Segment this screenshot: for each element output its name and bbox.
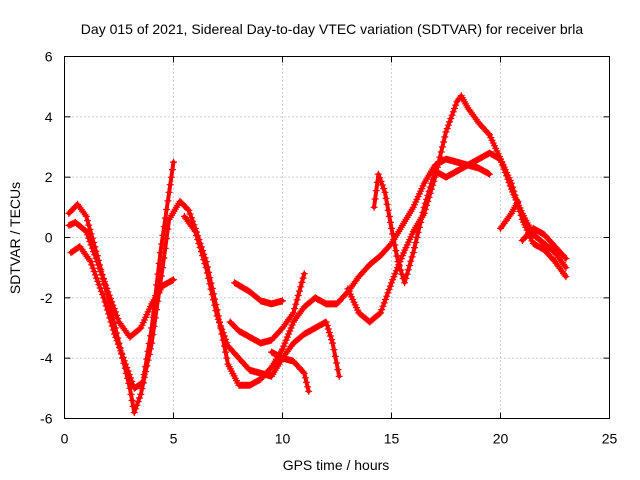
series-track-11 (518, 224, 570, 263)
y-axis-label: SDTVAR / TECUs (7, 182, 23, 294)
series-track-7 (268, 348, 313, 395)
series-track-3 (67, 158, 177, 392)
series-markers (518, 224, 570, 263)
x-tick-label: 5 (170, 431, 178, 447)
series-track-6 (226, 270, 308, 347)
y-tick-label: -6 (40, 411, 53, 427)
x-tick-label: 10 (275, 431, 291, 447)
chart-title: Day 015 of 2021, Sidereal Day-to-day VTE… (81, 21, 584, 37)
y-tick-label: 6 (45, 49, 53, 65)
series-markers (67, 158, 177, 392)
series-markers (268, 348, 313, 395)
series-markers (497, 197, 522, 232)
y-tick-label: 4 (45, 109, 53, 125)
series-markers (231, 279, 286, 308)
x-axis-label: GPS time / hours (283, 457, 390, 473)
series-markers (370, 149, 570, 287)
series-track-4 (180, 212, 343, 380)
series-track-5 (231, 279, 286, 308)
x-tick-label: 0 (61, 431, 69, 447)
x-tick-label: 25 (602, 431, 618, 447)
series-markers (226, 270, 308, 347)
x-axis-ticks: 0 5 10 15 20 25 (61, 56, 618, 447)
y-tick-label: -2 (40, 290, 53, 306)
y-axis-ticks: -6 -4 -2 0 2 4 6 (40, 49, 610, 427)
y-tick-label: -4 (40, 350, 53, 366)
series-track-10 (497, 197, 522, 232)
x-tick-label: 15 (384, 431, 400, 447)
y-tick-label: 2 (45, 169, 53, 185)
y-tick-label: 0 (45, 230, 53, 246)
series-markers (180, 212, 343, 380)
x-tick-label: 20 (493, 431, 509, 447)
data-series (65, 92, 570, 416)
